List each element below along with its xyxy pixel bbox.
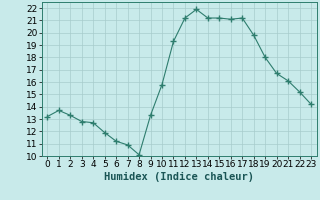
X-axis label: Humidex (Indice chaleur): Humidex (Indice chaleur) xyxy=(104,172,254,182)
